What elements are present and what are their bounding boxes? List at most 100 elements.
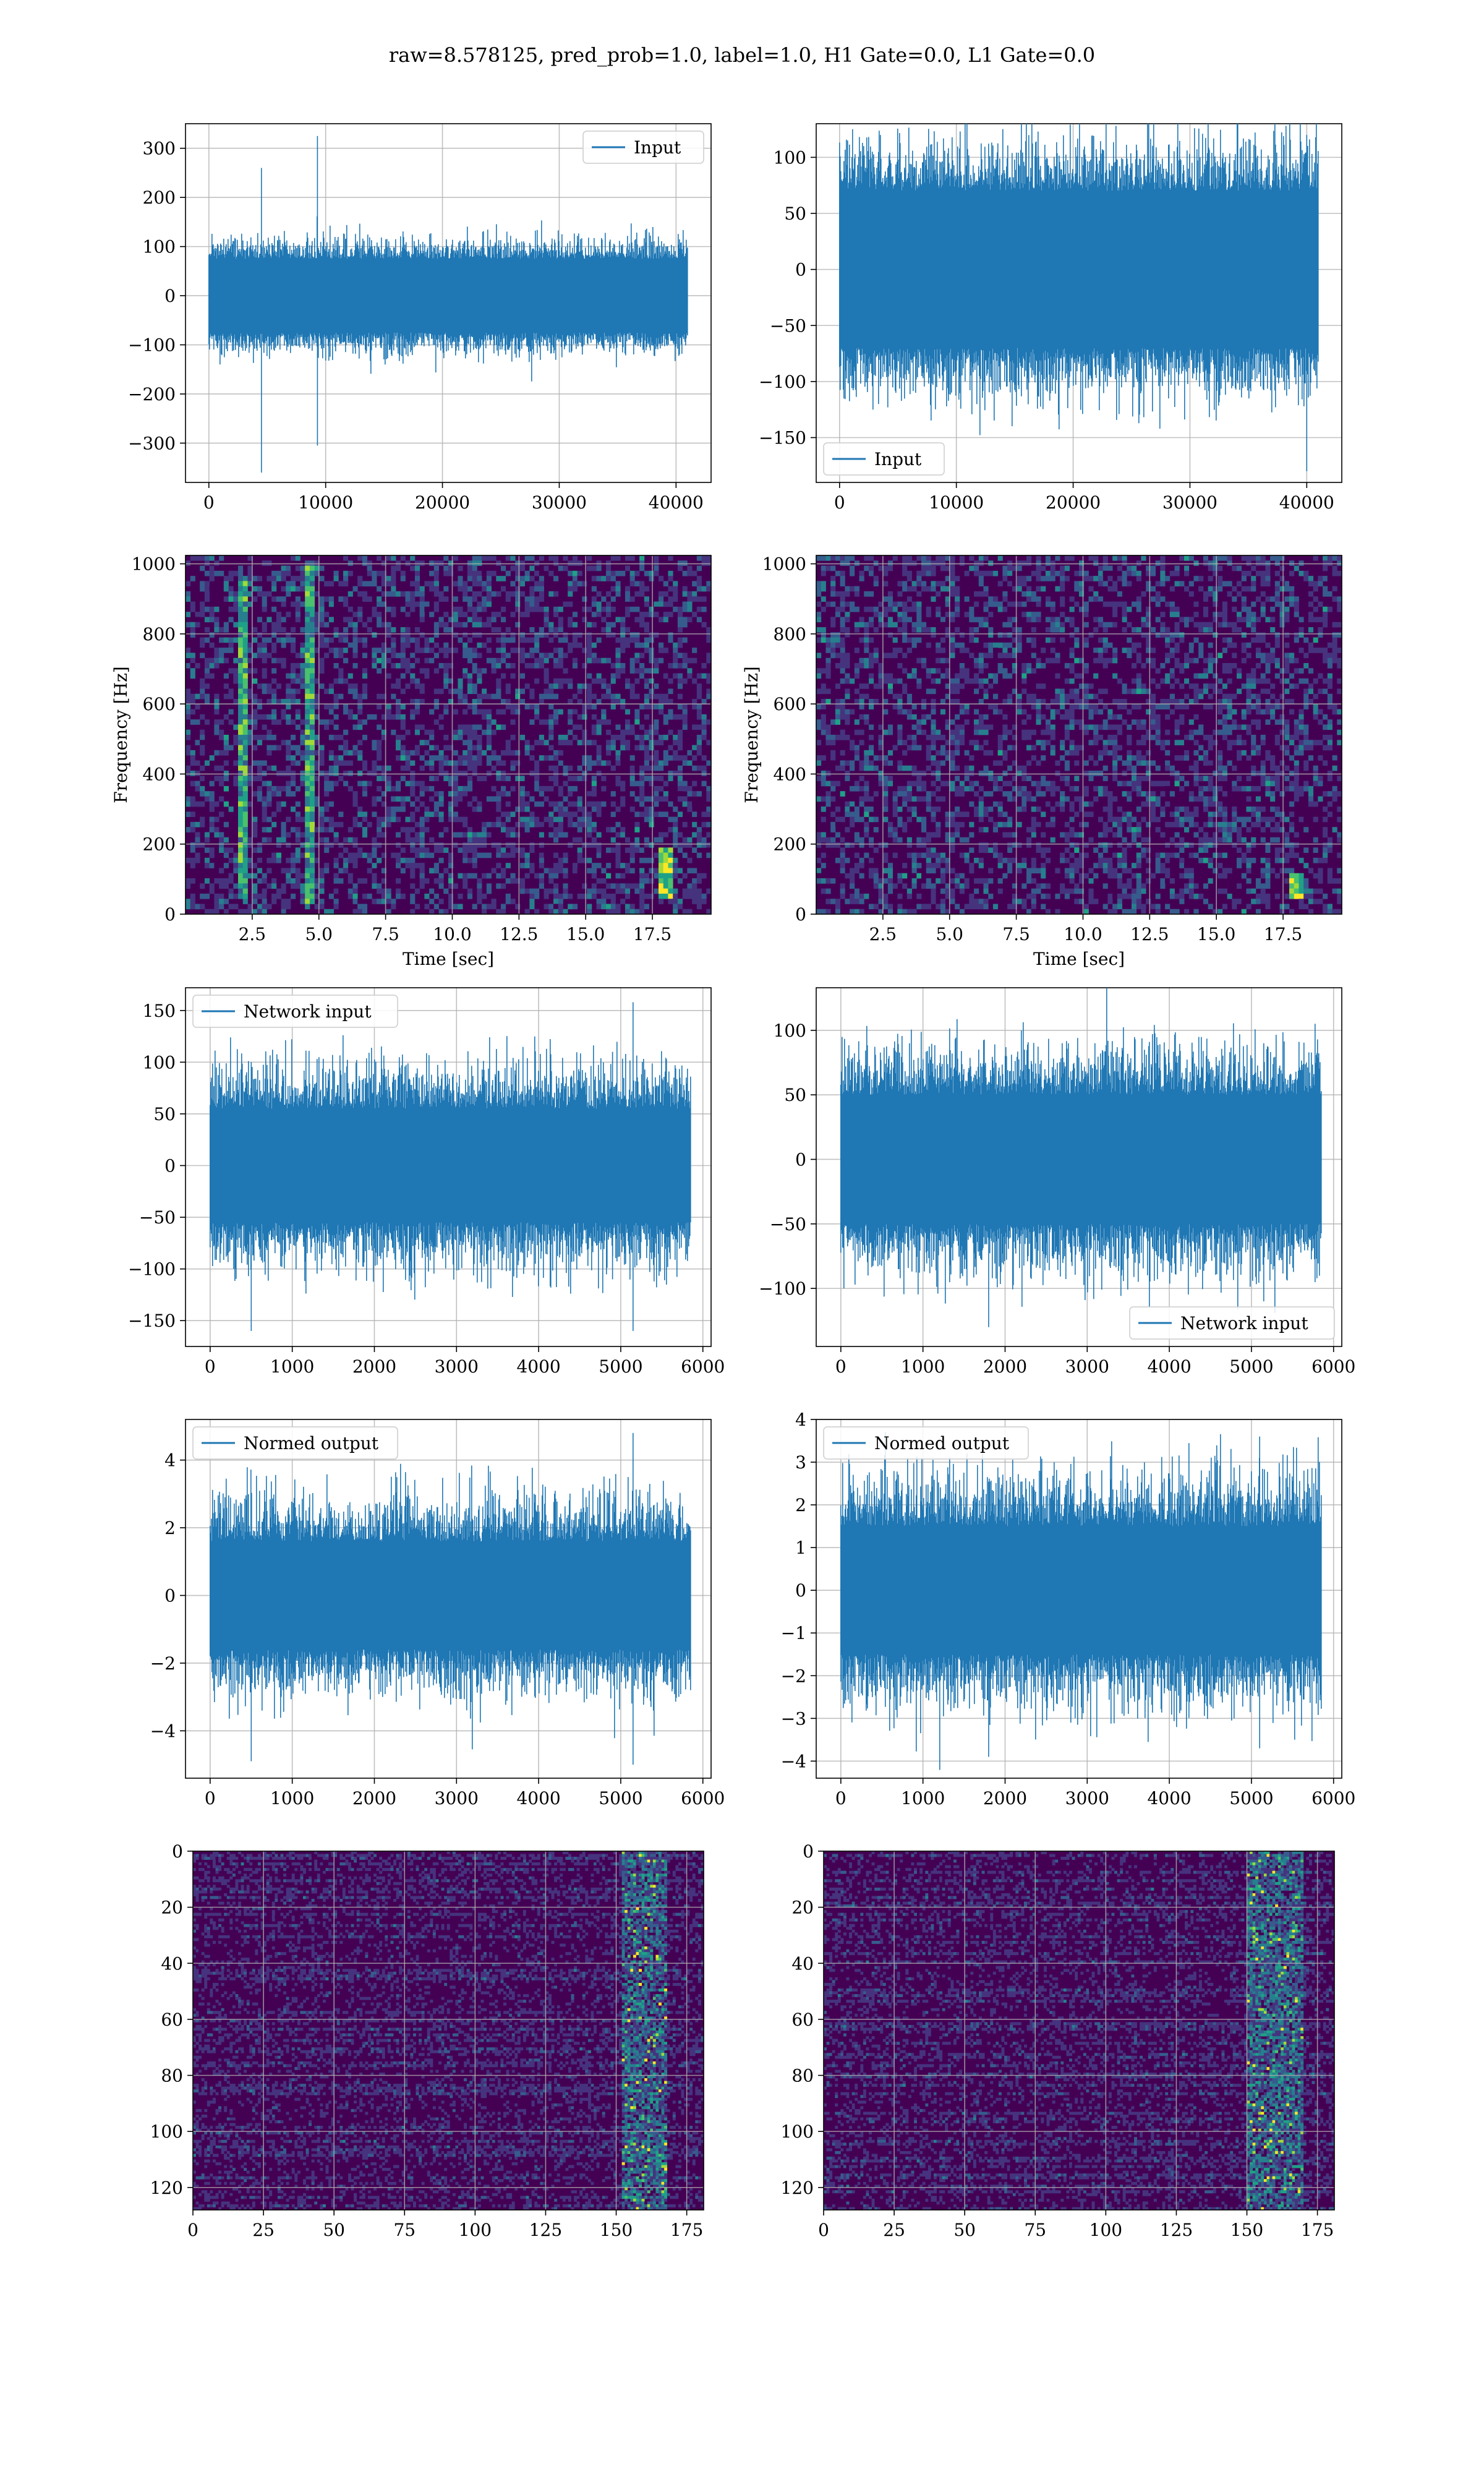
heatmap-cell	[673, 837, 678, 843]
heatmap-cell	[606, 601, 612, 607]
heatmap-cell	[548, 653, 554, 659]
heatmap-cell	[629, 904, 635, 910]
heatmap-cell	[381, 899, 386, 904]
heatmap-cell	[568, 678, 573, 684]
heatmap-cell	[869, 565, 874, 571]
heatmap-cell	[204, 693, 210, 700]
heatmap-cell	[223, 673, 229, 679]
heatmap-cell	[233, 668, 239, 674]
heatmap-cell	[1246, 606, 1252, 612]
heatmap-cell	[677, 745, 683, 751]
heatmap-cell	[238, 785, 244, 792]
heatmap-cell	[186, 714, 191, 720]
heatmap-cell	[1026, 586, 1032, 592]
heatmap-cell	[319, 637, 325, 643]
heatmap-cell	[410, 827, 416, 833]
heatmap-cell	[352, 745, 358, 751]
heatmap-cell	[262, 899, 267, 904]
heatmap-cell	[1327, 683, 1333, 689]
heatmap-cell	[433, 847, 439, 853]
heatmap-cell	[343, 648, 349, 653]
heatmap-cell	[682, 724, 688, 730]
heatmap-cell	[186, 591, 191, 597]
heatmap-cell	[1232, 586, 1237, 592]
heatmap-cell	[1112, 648, 1118, 653]
heatmap-cell	[625, 904, 631, 910]
heatmap-cell	[286, 771, 291, 776]
heatmap-cell	[309, 581, 315, 587]
heatmap-cell	[1132, 648, 1137, 653]
heatmap-cell	[1146, 617, 1151, 623]
heatmap-cell	[400, 657, 406, 664]
heatmap-cell	[247, 735, 253, 740]
heatmap-cell	[1012, 565, 1017, 571]
heatmap-cell	[291, 627, 296, 633]
heatmap-cell	[381, 776, 386, 781]
heatmap-cell	[591, 776, 597, 781]
heatmap-cell	[472, 842, 477, 848]
heatmap-cell	[845, 586, 850, 592]
heatmap-cell	[1174, 648, 1180, 653]
heatmap-cell	[424, 637, 430, 643]
heatmap-cell	[1017, 586, 1022, 592]
heatmap-cell	[262, 668, 267, 674]
heatmap-cell	[286, 637, 291, 643]
heatmap-cell	[319, 642, 325, 648]
heatmap-cell	[223, 576, 229, 581]
heatmap-cell	[433, 807, 439, 812]
heatmap-cell	[267, 796, 272, 802]
heatmap-cell	[668, 868, 673, 874]
heatmap-cell	[424, 893, 430, 899]
heatmap-cell	[524, 857, 530, 863]
heatmap-cell	[663, 796, 668, 802]
heatmap-cell	[262, 673, 267, 679]
heatmap-cell	[467, 811, 473, 817]
heatmap-cell	[276, 807, 281, 812]
heatmap-cell	[1255, 570, 1261, 576]
heatmap-cell	[343, 771, 349, 776]
heatmap-cell	[271, 821, 277, 828]
heatmap-cell	[1260, 601, 1266, 607]
heatmap-cell	[386, 709, 391, 715]
heatmap-cell	[639, 565, 645, 571]
heatmap-cell	[309, 873, 315, 879]
heatmap-cell	[625, 883, 631, 889]
heatmap-cell	[486, 745, 492, 751]
heatmap-cells	[816, 555, 1342, 914]
heatmap-cell	[195, 837, 200, 843]
heatmap-cell	[1227, 622, 1232, 628]
heatmap-cell	[701, 724, 707, 730]
heatmap-cell	[1083, 683, 1089, 689]
heatmap-cell	[510, 591, 516, 597]
heatmap-cell	[377, 832, 382, 838]
heatmap-cell	[629, 570, 635, 576]
heatmap-cell	[1284, 606, 1290, 612]
heatmap-cell	[352, 622, 358, 628]
heatmap-cell	[223, 821, 229, 828]
heatmap-cell	[242, 740, 248, 745]
heatmap-cell	[687, 606, 693, 612]
heatmap-cell	[453, 622, 458, 628]
heatmap-cell	[242, 622, 248, 628]
heatmap-cell	[300, 653, 305, 659]
heatmap-cell	[200, 842, 205, 848]
heatmap-cell	[615, 657, 621, 664]
heatmap-cell	[410, 837, 416, 843]
heatmap-cell	[548, 745, 554, 751]
heatmap-cell	[835, 612, 841, 617]
heatmap-cell	[615, 693, 621, 700]
heatmap-cell	[1160, 581, 1166, 587]
heatmap-cell	[357, 852, 363, 858]
heatmap-cell	[233, 776, 239, 781]
heatmap-cell	[186, 596, 191, 602]
heatmap-cell	[649, 776, 654, 781]
heatmap-cell	[677, 560, 683, 566]
heatmap-cell	[467, 735, 473, 740]
heatmap-cell	[367, 565, 372, 571]
heatmap-cell	[706, 586, 711, 592]
heatmap-cell	[505, 863, 511, 868]
heatmap-cell	[610, 847, 616, 853]
heatmap-cell	[1041, 663, 1046, 669]
heatmap-cell	[701, 899, 707, 904]
heatmap-cell	[491, 627, 497, 633]
